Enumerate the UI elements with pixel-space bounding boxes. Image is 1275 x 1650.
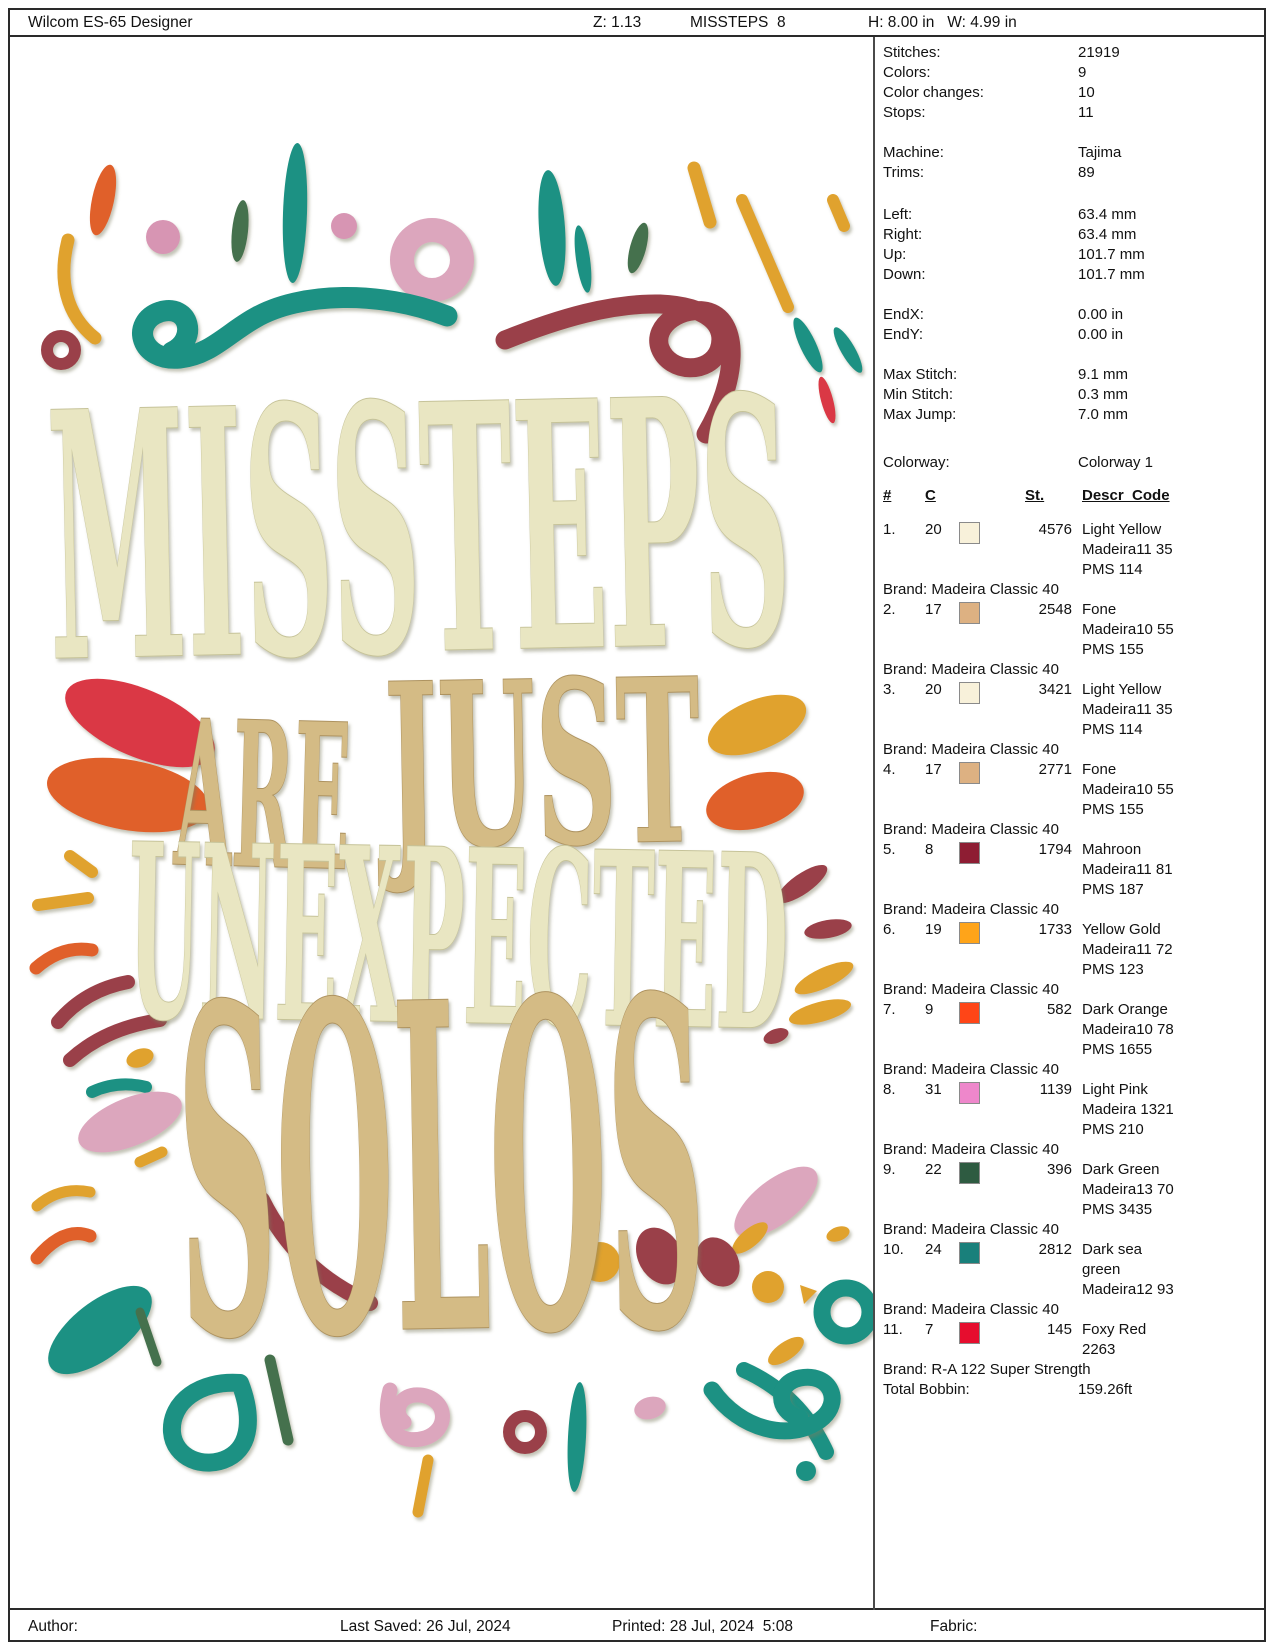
- brand-line: Brand: Madeira Classic 40: [883, 821, 1059, 838]
- header-design-name: MISSTEPS 8: [690, 14, 786, 31]
- col-header-num: #: [883, 487, 892, 504]
- color-table: 1. 20 4576 Light Yellow Madeira11 35 PMS 114 …: [883, 520, 1267, 1400]
- thread-swatch: [959, 1162, 980, 1184]
- thread-swatch: [959, 1082, 980, 1104]
- maroon-swirl: [495, 294, 741, 444]
- info-row-machine: Machine: Tajima: [883, 144, 1122, 161]
- header-bar: [8, 8, 1266, 37]
- red-petal: [65, 678, 215, 768]
- pink-donut: [390, 218, 474, 302]
- info-row-min-stitch: Min Stitch: 0.3 mm: [883, 386, 1129, 403]
- thread-swatch: [959, 602, 980, 624]
- pink-teardrop-left: [78, 1091, 182, 1153]
- footer-last-saved: Last Saved: 26 Jul, 2024: [340, 1618, 511, 1635]
- maroon-donut-bottom: [503, 1410, 547, 1454]
- color-row: 3. 20 3421 Light Yellow Madeira11 35 PMS 114 …: [883, 680, 1267, 760]
- color-row: 11. 7 145 Foxy Red 2263 Brand: R-A 122 Super…: [883, 1320, 1267, 1380]
- info-row-color-changes: Color changes: 10: [883, 84, 1095, 101]
- pink-curl: [379, 1382, 450, 1448]
- info-row-trims: Trims: 89: [883, 164, 1095, 181]
- color-row: 2. 17 2548 Fone Madeira10 55 PMS 155 Brand: M…: [883, 600, 1267, 680]
- brand-line: Brand: Madeira Classic 40: [883, 661, 1059, 678]
- color-row: 4. 17 2771 Fone Madeira10 55 PMS 155 Brand: M…: [883, 760, 1267, 840]
- col-header-st: St.: [1025, 487, 1045, 504]
- info-row-endx: EndX: 0.00 in: [883, 306, 1124, 323]
- teal-swirl-bottom-right: [703, 1368, 841, 1440]
- thread-swatch: [959, 1002, 980, 1024]
- info-row-stitches: Stitches: 21919: [883, 44, 1120, 61]
- footer-author: Author:: [28, 1618, 78, 1635]
- brand-line: Brand: R-A 122 Super Strength: [883, 1361, 1091, 1378]
- col-header-descr-code: Descr Code: [1082, 487, 1170, 504]
- brand-line: Brand: Madeira Classic 40: [883, 1301, 1059, 1318]
- confetti-sides: [29, 678, 873, 1481]
- thread-swatch: [959, 682, 980, 704]
- header-zoom-level: Z: 1.13: [593, 14, 642, 31]
- orange-petal: [47, 757, 209, 833]
- info-row-up: Up: 101.7 mm: [883, 246, 1145, 263]
- design-line-are: ARE: [171, 677, 353, 917]
- total-bobbin-row: Total Bobbin: 159.26ft: [883, 1381, 1133, 1398]
- footer-printed: Printed: 28 Jul, 2024 5:08: [612, 1618, 793, 1635]
- color-row: 6. 19 1733 Yellow Gold Madeira11 72 PMS 123 B…: [883, 920, 1267, 1000]
- design-line-just: JUST: [374, 630, 702, 900]
- confetti-top: [41, 143, 863, 444]
- footer-fabric: Fabric:: [930, 1618, 978, 1635]
- info-row-endy: EndY: 0.00 in: [883, 326, 1124, 343]
- info-row-left: Left: 63.4 mm: [883, 206, 1137, 223]
- panel-divider: [873, 37, 875, 1610]
- brand-line: Brand: Madeira Classic 40: [883, 741, 1059, 758]
- design-canvas: MISSTEPS ARE JUST UNEXPECTED SOLOS: [29, 143, 873, 1518]
- info-row-colors: Colors: 9: [883, 64, 1087, 81]
- page-border: [8, 8, 1266, 1642]
- brand-line: Brand: Madeira Classic 40: [883, 581, 1059, 598]
- header-app-title: Wilcom ES-65 Designer: [28, 14, 193, 31]
- design-line-solos: SOLOS: [173, 901, 709, 1439]
- info-row-down: Down: 101.7 mm: [883, 266, 1145, 283]
- footer-bar: [8, 1608, 1266, 1642]
- teal-leaf-bottom-left: [48, 1285, 152, 1375]
- orange-petal-right: [706, 771, 804, 831]
- brand-line: Brand: Madeira Classic 40: [883, 901, 1059, 918]
- thread-swatch: [959, 1322, 980, 1344]
- pink-teardrop-right: [734, 1166, 818, 1238]
- color-row: 5. 8 1794 Mahroon Madeira11 81 PMS 187 Brand:…: [883, 840, 1267, 920]
- brand-line: Brand: Madeira Classic 40: [883, 1141, 1059, 1158]
- thread-swatch: [959, 842, 980, 864]
- brand-line: Brand: Madeira Classic 40: [883, 1061, 1059, 1078]
- teal-swirl: [132, 286, 458, 369]
- info-row-max-stitch: Max Stitch: 9.1 mm: [883, 366, 1129, 383]
- color-row: 1. 20 4576 Light Yellow Madeira11 35 PMS 114 …: [883, 520, 1267, 600]
- maroon-donut: [41, 330, 81, 370]
- brand-line: Brand: Madeira Classic 40: [883, 981, 1059, 998]
- design-lettering: MISSTEPS ARE JUST UNEXPECTED SOLOS: [43, 323, 795, 1440]
- teal-loop: [162, 1373, 257, 1472]
- design-line-unexpected: UNEXPECTED: [126, 791, 791, 1084]
- color-row: 8. 31 1139 Light Pink Madeira 1321 PMS 210 Br…: [883, 1080, 1267, 1160]
- color-row: 9. 22 396 Dark Green Madeira13 70 PMS 3435 Br…: [883, 1160, 1267, 1240]
- confetti-bottom: [30, 1185, 841, 1518]
- info-row-colorway: Colorway: Colorway 1: [883, 454, 1154, 471]
- thread-swatch: [959, 522, 980, 544]
- info-row-stops: Stops: 11: [883, 104, 1094, 121]
- brand-line: Brand: Madeira Classic 40: [883, 1221, 1059, 1238]
- info-row-right: Right: 63.4 mm: [883, 226, 1137, 243]
- header-dimensions: H: 8.00 in W: 4.99 in: [868, 14, 1017, 31]
- thread-swatch: [959, 762, 980, 784]
- thread-swatch: [959, 1242, 980, 1264]
- gold-petal: [707, 694, 807, 756]
- design-line-missteps: MISSTEPS: [44, 324, 794, 738]
- info-row-max-jump: Max Jump: 7.0 mm: [883, 406, 1129, 423]
- color-row: 7. 9 582 Dark Orange Madeira10 78 PMS 1655 Br…: [883, 1000, 1267, 1080]
- thread-swatch: [959, 922, 980, 944]
- col-header-c: C: [925, 487, 936, 504]
- color-row: 10. 24 2812 Dark sea green Madeira12 93 Brand…: [883, 1240, 1267, 1320]
